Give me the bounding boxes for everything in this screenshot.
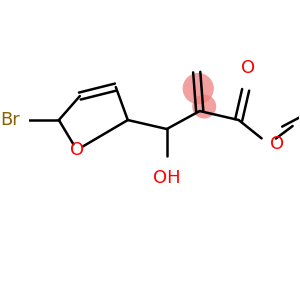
Text: O: O: [70, 141, 84, 159]
Text: O: O: [270, 135, 284, 153]
Circle shape: [183, 73, 214, 104]
Text: Br: Br: [0, 111, 20, 129]
Text: OH: OH: [153, 169, 181, 188]
Circle shape: [192, 94, 216, 118]
Text: O: O: [241, 58, 255, 76]
